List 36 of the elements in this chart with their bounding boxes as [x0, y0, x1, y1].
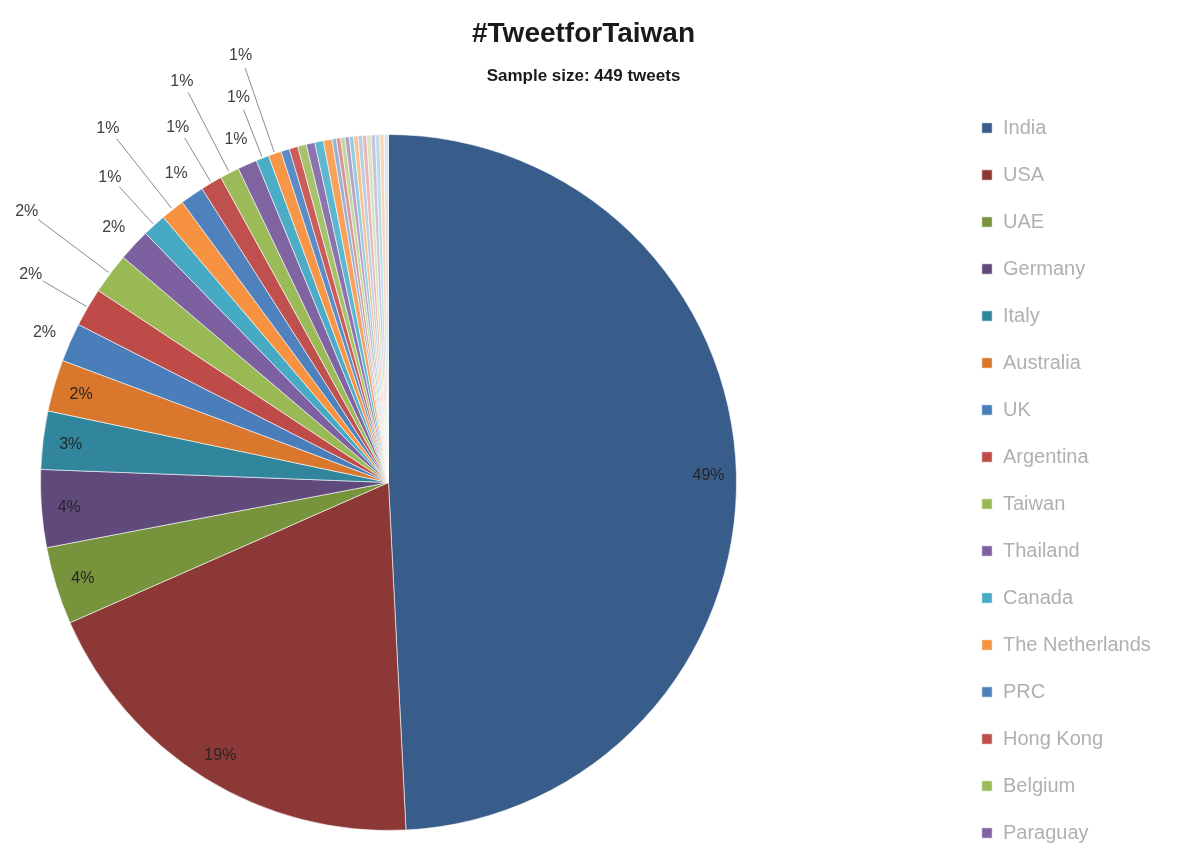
- data-label: 2%: [32, 322, 57, 340]
- legend-label: Germany: [1003, 256, 1086, 280]
- legend-label: USA: [1003, 162, 1045, 186]
- legend-label: The Netherlands: [1003, 632, 1151, 656]
- data-label: 1%: [229, 46, 253, 64]
- legend-label: Hong Kong: [1003, 726, 1104, 750]
- data-label: 49%: [692, 465, 725, 483]
- data-label: 1%: [226, 88, 251, 106]
- data-label: 4%: [71, 569, 95, 587]
- data-label: 2%: [102, 217, 126, 235]
- data-label: 1%: [166, 117, 190, 135]
- data-label: 1%: [224, 130, 248, 148]
- text: Sample size: 449 tweets: [486, 66, 681, 85]
- legend-label: Italy: [1003, 303, 1040, 327]
- legend-label: Canada: [1003, 585, 1074, 609]
- chart-title: #TweetforTaiwan: [472, 17, 696, 48]
- data-label: 2%: [15, 202, 39, 220]
- data-label: 1%: [96, 119, 120, 137]
- legend-label: PRC: [1003, 679, 1046, 703]
- legend-label: Taiwan: [1003, 491, 1066, 515]
- data-label: 1%: [170, 71, 194, 89]
- data-label: 2%: [69, 384, 93, 402]
- legend-label: UK: [1003, 397, 1031, 421]
- data-label: 19%: [204, 746, 237, 764]
- data-label: 2%: [19, 265, 43, 283]
- data-label: 3%: [59, 434, 83, 452]
- legend-label: Argentina: [1003, 444, 1089, 468]
- data-label: 1%: [98, 167, 122, 185]
- data-label: 4%: [57, 498, 81, 516]
- data-label: 1%: [164, 163, 188, 181]
- legend-label: Thailand: [1003, 538, 1080, 562]
- legend-label: Australia: [1003, 350, 1081, 374]
- legend-label: Paraguay: [1003, 820, 1089, 844]
- legend-label: India: [1003, 115, 1047, 139]
- legend-label: Belgium: [1003, 773, 1076, 797]
- legend-label: UAE: [1003, 209, 1045, 233]
